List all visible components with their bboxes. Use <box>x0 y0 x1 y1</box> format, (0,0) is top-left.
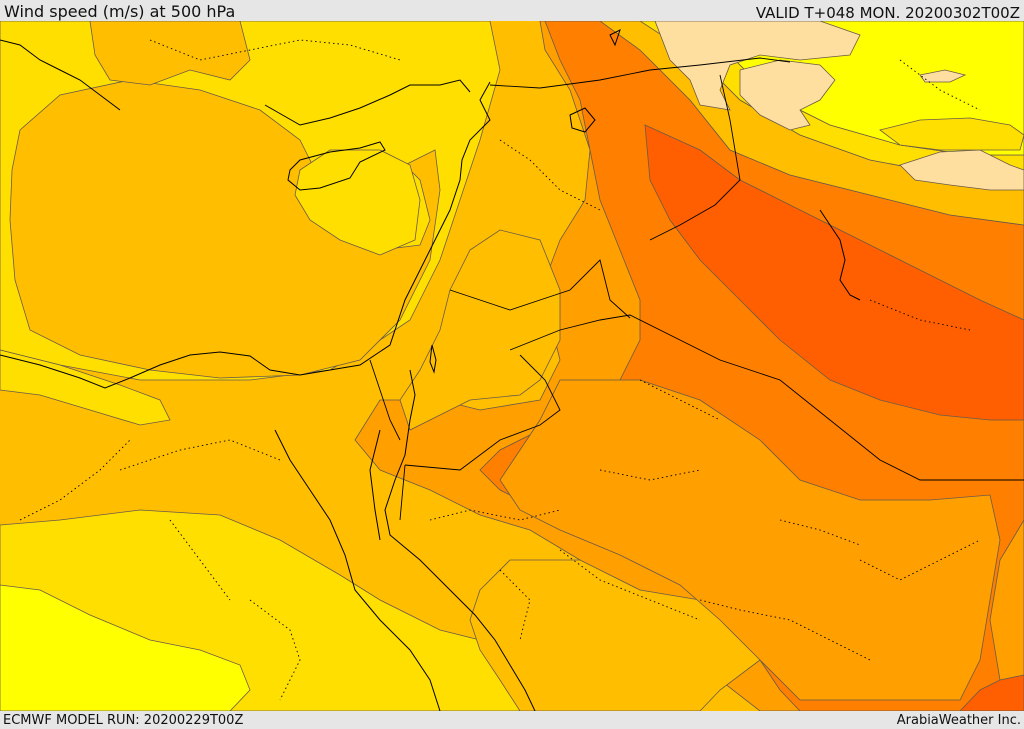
model-run-label: ECMWF MODEL RUN: 20200229T00Z <box>3 713 244 728</box>
band-lightyellow-southwest <box>0 584 251 711</box>
band-peach-caspian <box>899 149 1024 191</box>
band-yellow-turkey-patch <box>879 117 1024 151</box>
map-canvas <box>0 21 1024 711</box>
map-title: Wind speed (m/s) at 500 hPa <box>4 2 236 21</box>
internal-borders <box>19 39 981 701</box>
credit-label: ArabiaWeather Inc. <box>896 713 1021 728</box>
band-gold-east-pocket <box>399 229 561 431</box>
band-peach-north <box>654 21 861 111</box>
valid-time: VALID T+048 MON. 20200302T00Z <box>755 4 1020 22</box>
header-bar: Wind speed (m/s) at 500 hPa VALID T+048 … <box>0 0 1024 21</box>
band-gold-south-arabia <box>469 559 761 711</box>
band-orange-dark-core <box>644 124 1024 421</box>
band-peach-small <box>919 69 967 83</box>
country-borders <box>369 57 1024 521</box>
wind-speed-map <box>0 21 1024 711</box>
band-yellow-cyprus <box>294 149 421 256</box>
band-gold-mediterranean <box>9 79 441 379</box>
band-gold-northwest <box>89 21 251 86</box>
footer-bar: ECMWF MODEL RUN: 20200229T00Z ArabiaWeat… <box>0 711 1024 729</box>
band-orange-dark-southeast <box>959 674 1024 711</box>
band-orange-light-inner <box>499 379 1001 701</box>
band-yellow-west-patch <box>0 349 171 426</box>
coastlines <box>0 29 861 711</box>
band-peach-east <box>739 59 836 131</box>
